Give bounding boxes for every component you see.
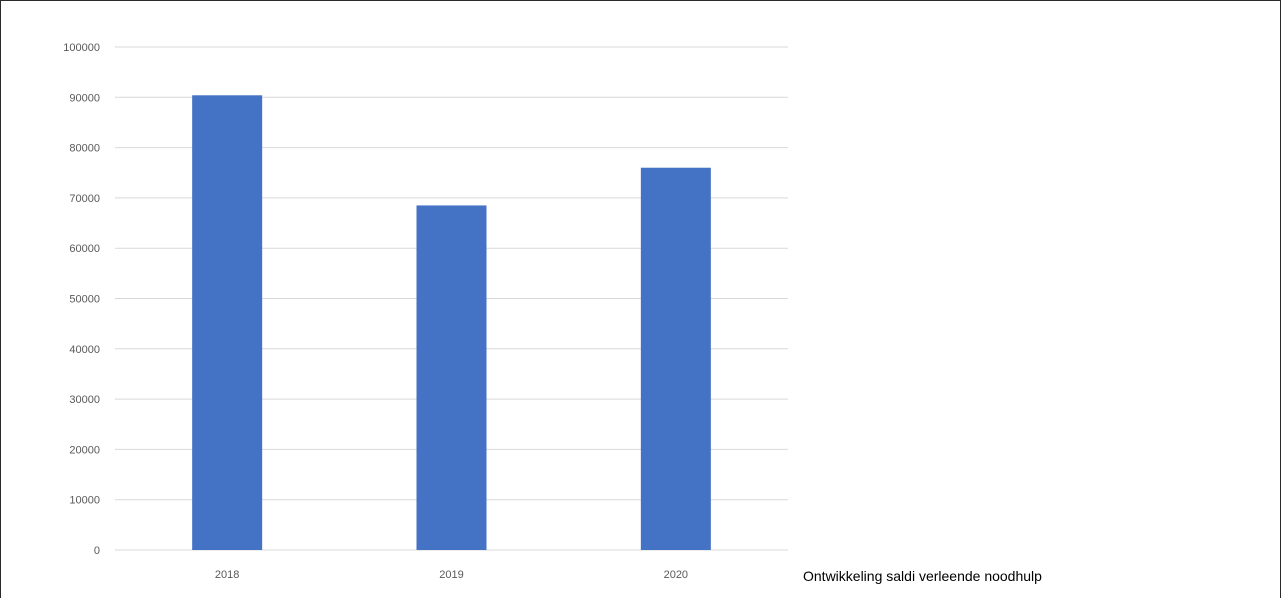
y-tick-label: 90000 bbox=[69, 92, 100, 104]
y-axis-ticks: 0 10000 20000 30000 40000 50000 60000 70000 8000… bbox=[63, 42, 100, 557]
bar-2018 bbox=[192, 95, 263, 551]
y-tick-label: 60000 bbox=[69, 243, 100, 255]
y-tick-label: 100000 bbox=[63, 42, 100, 54]
y-tick-label: 80000 bbox=[69, 143, 100, 155]
x-tick-label: 2019 bbox=[439, 569, 463, 581]
y-tick-label: 40000 bbox=[69, 344, 100, 356]
bars bbox=[192, 95, 711, 551]
x-tick-label: 2020 bbox=[664, 569, 688, 581]
frame-left-border bbox=[0, 0, 1, 598]
y-tick-label: 70000 bbox=[69, 193, 100, 205]
y-tick-label: 20000 bbox=[69, 444, 100, 456]
y-tick-label: 10000 bbox=[69, 495, 100, 507]
x-tick-label: 2018 bbox=[215, 569, 239, 581]
x-axis-ticks: 2018 2019 2020 bbox=[215, 569, 688, 581]
y-tick-label: 30000 bbox=[69, 394, 100, 406]
bar-2019 bbox=[416, 205, 487, 550]
chart-caption: Ontwikkeling saldi verleende noodhulp bbox=[803, 568, 1042, 584]
bar-chart: 0 10000 20000 30000 40000 50000 60000 70000 8000… bbox=[63, 42, 788, 581]
y-tick-label: 50000 bbox=[69, 294, 100, 306]
frame-top-border bbox=[0, 0, 1281, 1]
y-tick-label: 0 bbox=[94, 545, 100, 557]
bar-2020 bbox=[640, 167, 711, 550]
